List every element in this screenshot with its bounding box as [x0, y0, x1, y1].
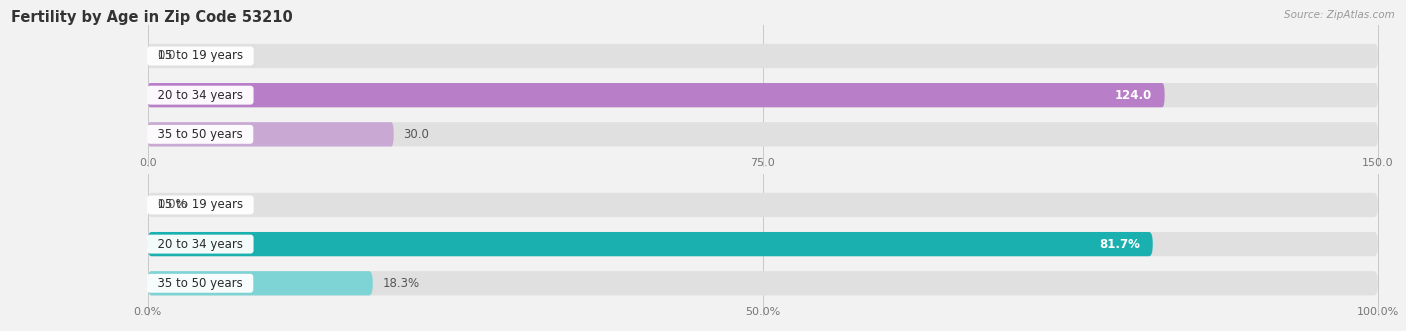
FancyBboxPatch shape — [148, 122, 1378, 147]
Text: 35 to 50 years: 35 to 50 years — [150, 277, 250, 290]
FancyBboxPatch shape — [148, 83, 1164, 107]
Text: 18.3%: 18.3% — [382, 277, 420, 290]
Text: 20 to 34 years: 20 to 34 years — [150, 89, 250, 102]
Text: 30.0: 30.0 — [404, 128, 429, 141]
Text: 0.0%: 0.0% — [157, 199, 187, 212]
Text: 20 to 34 years: 20 to 34 years — [150, 238, 250, 251]
FancyBboxPatch shape — [148, 271, 373, 296]
FancyBboxPatch shape — [148, 232, 1153, 256]
Text: Fertility by Age in Zip Code 53210: Fertility by Age in Zip Code 53210 — [11, 10, 292, 25]
FancyBboxPatch shape — [148, 122, 394, 147]
FancyBboxPatch shape — [148, 44, 1378, 68]
Text: 15 to 19 years: 15 to 19 years — [150, 50, 250, 63]
Text: 0.0: 0.0 — [157, 50, 176, 63]
Text: 81.7%: 81.7% — [1099, 238, 1140, 251]
FancyBboxPatch shape — [148, 232, 1378, 256]
Text: 15 to 19 years: 15 to 19 years — [150, 199, 250, 212]
Text: 35 to 50 years: 35 to 50 years — [150, 128, 250, 141]
FancyBboxPatch shape — [148, 83, 1378, 107]
FancyBboxPatch shape — [148, 271, 1378, 296]
Text: 124.0: 124.0 — [1115, 89, 1153, 102]
Text: Source: ZipAtlas.com: Source: ZipAtlas.com — [1284, 10, 1395, 20]
FancyBboxPatch shape — [148, 193, 1378, 217]
